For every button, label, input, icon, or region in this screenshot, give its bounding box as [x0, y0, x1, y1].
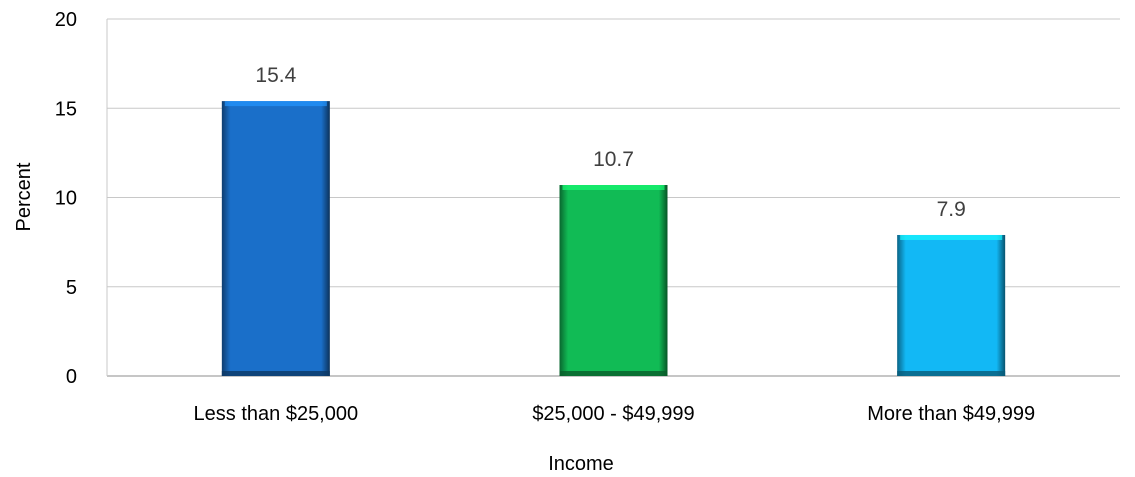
category-label: $25,000 - $49,999 — [532, 403, 694, 425]
category-label: Less than $25,000 — [194, 403, 359, 425]
y-tick-label: 10 — [55, 188, 77, 210]
y-tick-label: 20 — [55, 9, 77, 31]
y-tick-label: 15 — [55, 98, 77, 120]
bar — [897, 234, 1006, 376]
bar-shadow — [221, 371, 330, 376]
bar-body — [897, 234, 1006, 376]
bar-body — [221, 101, 330, 377]
y-tick-labels: 0 5 10 15 20 — [55, 9, 77, 388]
bar-highlight — [562, 185, 665, 191]
y-tick-label: 0 — [66, 366, 77, 388]
data-label: 15.4 — [255, 64, 296, 87]
data-labels: 15.4 10.7 7.9 — [255, 64, 965, 221]
bar-highlight — [224, 101, 327, 107]
data-label: 10.7 — [593, 148, 634, 171]
bar — [559, 185, 668, 376]
bar-shadow — [897, 371, 1006, 376]
y-axis-label: Percent — [13, 162, 35, 231]
category-label: More than $49,999 — [867, 403, 1035, 425]
bars — [221, 101, 1006, 377]
bar-shadow — [559, 371, 668, 376]
data-label: 7.9 — [937, 198, 966, 221]
y-tick-label: 5 — [66, 277, 77, 299]
bar-body — [559, 185, 668, 376]
bar — [221, 101, 330, 377]
category-labels: Less than $25,000 $25,000 - $49,999 More t… — [194, 403, 1036, 425]
bar-highlight — [900, 234, 1003, 240]
x-axis-label: Income — [548, 453, 614, 475]
